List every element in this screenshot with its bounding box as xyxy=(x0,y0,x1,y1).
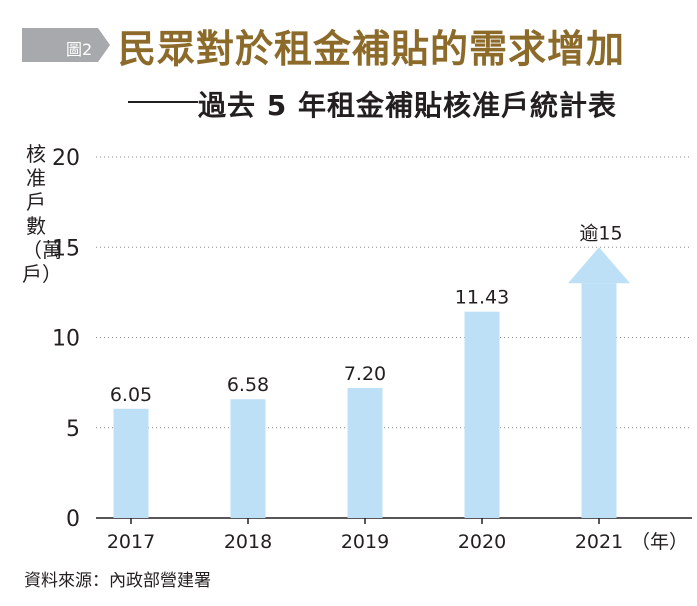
figure-tag-shape xyxy=(22,28,110,62)
data-label-2018: 6.58 xyxy=(227,374,269,396)
bar-2017 xyxy=(113,408,149,518)
source-note: 資料來源：內政部營建署 xyxy=(24,571,211,591)
y-tick-label: 0 xyxy=(66,507,80,532)
bar-2018 xyxy=(230,399,266,518)
subtitle-rule xyxy=(128,101,198,103)
figure-number: 圖2 xyxy=(66,40,93,59)
data-label-2019: 7.20 xyxy=(344,363,386,385)
chart-title: 民眾對於租金補貼的需求增加 xyxy=(118,26,626,71)
x-tick-label-2020: 2020 xyxy=(458,531,506,553)
x-tick-label-2017: 2017 xyxy=(107,531,155,553)
data-label-2020: 11.43 xyxy=(455,287,509,309)
x-axis-unit-label: （年） xyxy=(631,531,688,553)
bar-2021 xyxy=(581,283,617,518)
y-tick-label: 20 xyxy=(52,146,80,171)
y-tick-label: 10 xyxy=(52,327,80,352)
x-tick-label-2018: 2018 xyxy=(224,531,272,553)
chart-header: 圖2 民眾對於租金補貼的需求增加 過去 5 年租金補貼核准戶統計表 xyxy=(0,0,697,130)
figure-tag: 圖2 xyxy=(22,28,110,62)
bar-2019 xyxy=(347,388,383,518)
bar-arrowhead-2021 xyxy=(568,247,630,284)
chart-subtitle: 過去 5 年租金補貼核准戶統計表 xyxy=(198,89,617,122)
y-tick-label: 5 xyxy=(66,417,80,442)
data-label-2021: 逾15 xyxy=(579,222,622,244)
x-tick-label-2021: 2021 xyxy=(575,531,623,553)
y-tick-label: 15 xyxy=(52,236,80,261)
data-label-2017: 6.05 xyxy=(110,384,152,406)
x-tick-label-2019: 2019 xyxy=(341,531,389,553)
bar-2020 xyxy=(464,311,500,518)
